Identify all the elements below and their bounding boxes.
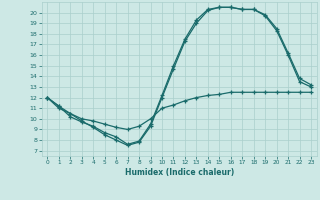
X-axis label: Humidex (Indice chaleur): Humidex (Indice chaleur) xyxy=(124,168,234,177)
